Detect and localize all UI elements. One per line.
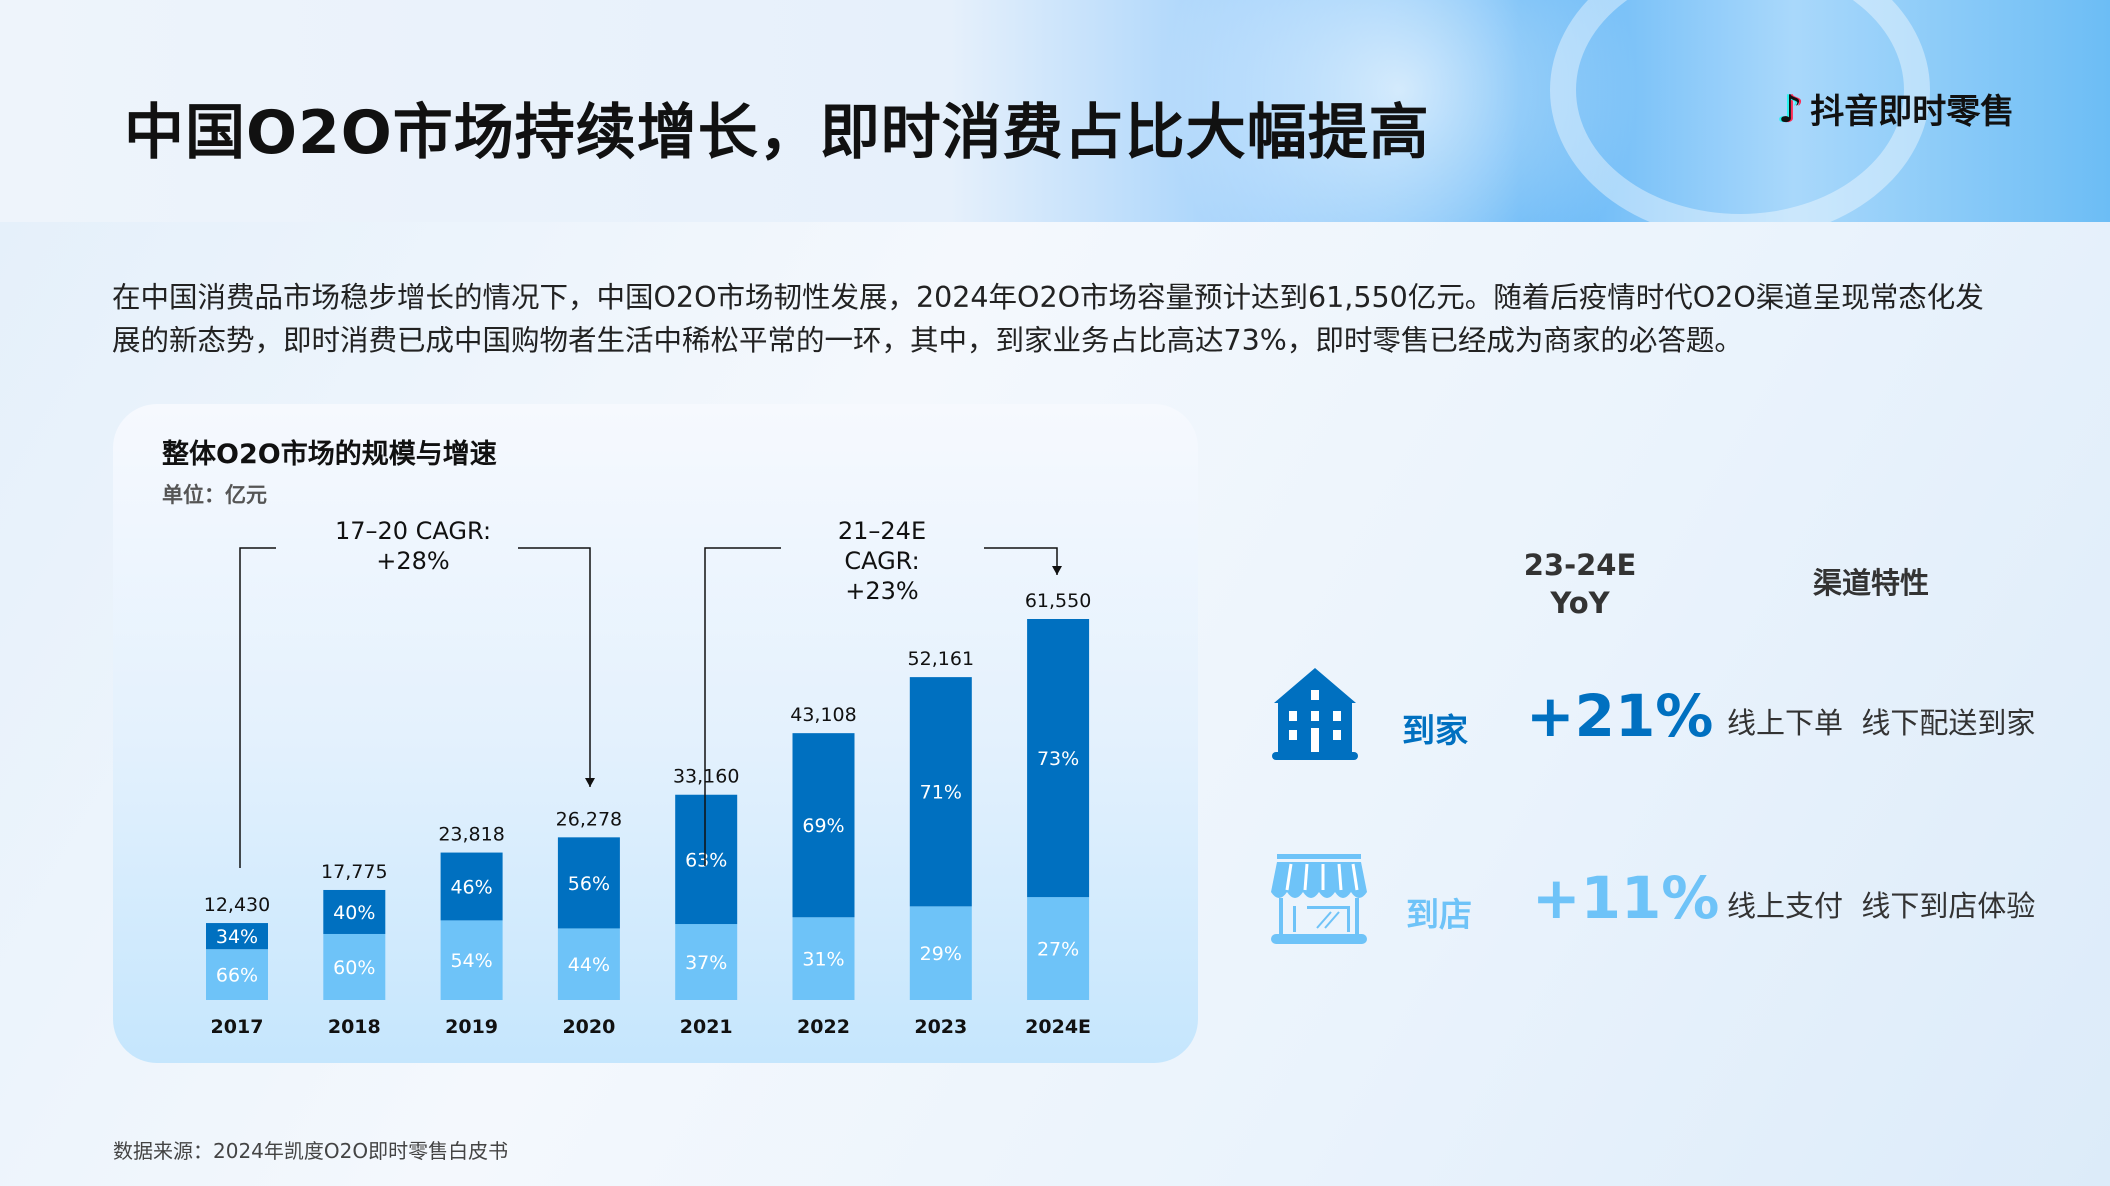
chart-title: 整体O2O市场的规模与增速: [162, 439, 497, 470]
building-icon: [1272, 668, 1358, 760]
arrow-head-icon: [1052, 566, 1062, 575]
bar-segment: [557, 837, 620, 929]
x-tick-label: 2017: [211, 1016, 264, 1038]
bar-segment: [909, 677, 972, 907]
bar-total-label: 12,430: [204, 894, 270, 916]
bar-percent-label: 71%: [920, 782, 962, 804]
bar-percent-label: 40%: [333, 902, 375, 924]
annotation-bracket: [984, 547, 1058, 575]
yoy-header: 23-24E YoY: [1500, 546, 1660, 622]
x-tick-label: 2022: [797, 1016, 850, 1038]
tiktok-note-icon: ♪: [1778, 86, 1803, 131]
brand-name: 抖音即时零售: [1810, 92, 2015, 132]
bar-segment: [323, 933, 386, 1000]
storefront-icon: [1271, 854, 1367, 944]
bar-total-label: 33,160: [673, 766, 739, 788]
channel-feature-header: 渠道特性: [1812, 566, 1929, 600]
bar-percent-label: 46%: [450, 876, 492, 898]
bar-percent-label: 29%: [920, 943, 962, 965]
bar-total-label: 26,278: [556, 808, 622, 830]
cagr-annotation-text: +23%: [845, 577, 918, 605]
bar-percent-label: 34%: [216, 926, 258, 948]
bar-segment: [206, 949, 268, 1000]
channel-desc-home: 线上下单 线下配送到家: [1727, 706, 2036, 740]
bar-total-label: 61,550: [1025, 590, 1091, 612]
bar-total-label: 23,818: [438, 824, 504, 846]
bar-percent-label: 54%: [450, 950, 492, 972]
bar-percent-label: 69%: [802, 815, 844, 837]
yoy-value-home: +21%: [1526, 682, 1714, 750]
arrow-head-icon: [585, 778, 595, 787]
channel-desc-store: 线上支付 线下到店体验: [1727, 889, 2036, 923]
bar-segment: [675, 794, 738, 925]
bar-percent-label: 56%: [568, 873, 610, 895]
bar-total-label: 17,775: [321, 861, 387, 883]
x-tick-label: 2019: [445, 1016, 498, 1038]
cagr-annotation-text: +28%: [376, 547, 449, 575]
intro-paragraph: 在中国消费品市场稳步增长的情况下，中国O2O市场韧性发展，2024年O2O市场容…: [112, 281, 1984, 357]
bar-percent-label: 27%: [1037, 939, 1079, 961]
annotation-bracket: [239, 547, 276, 868]
x-tick-label: 2021: [680, 1016, 733, 1038]
cagr-annotation-text: CAGR:: [844, 547, 919, 575]
channel-name-store: 到店: [1406, 895, 1472, 934]
yoy-value-store: +11%: [1532, 864, 1720, 932]
chart-unit: 单位：亿元: [162, 483, 267, 507]
chart-panel: [113, 404, 1198, 1063]
annotation-bracket: [518, 547, 591, 787]
bar-segment: [675, 924, 738, 1000]
header-banner: [0, 0, 2110, 222]
bar-segment: [1027, 897, 1090, 1000]
bar-segment: [440, 920, 503, 1000]
x-tick-label: 2018: [328, 1016, 381, 1038]
bar-segment: [440, 852, 503, 921]
bar-percent-label: 73%: [1037, 748, 1079, 770]
x-tick-label: 2024E: [1025, 1016, 1091, 1038]
annotation-bracket: [704, 547, 781, 866]
brand-logo: ♪ 抖音即时零售: [1778, 84, 2014, 133]
bar-segment: [206, 923, 268, 950]
bar-segment: [909, 906, 972, 1000]
x-tick-label: 2020: [562, 1016, 615, 1038]
bar-segment: [323, 889, 386, 934]
yoy-header-line: YoY: [1550, 586, 1610, 620]
bar-total-label: 43,108: [790, 704, 856, 726]
yoy-header-line: 23-24E: [1523, 548, 1637, 582]
bar-percent-label: 37%: [685, 952, 727, 974]
data-source-note: 数据来源：2024年凯度O2O即时零售白皮书: [113, 1139, 509, 1163]
bar-percent-label: 31%: [802, 949, 844, 971]
cagr-annotation-text: 17–20 CAGR:: [335, 517, 491, 545]
bar-segment: [792, 917, 855, 1000]
page-title: 中国O2O市场持续增长，即时消费占比大幅提高: [124, 98, 1430, 168]
bar-percent-label: 44%: [568, 954, 610, 976]
channel-name-home: 到家: [1402, 711, 1468, 750]
x-tick-label: 2023: [914, 1016, 967, 1038]
bar-percent-label: 63%: [685, 849, 727, 871]
bar-segment: [557, 928, 620, 1000]
cagr-annotation-text: 21–24E: [838, 517, 926, 545]
bar-percent-label: 60%: [333, 957, 375, 979]
bar-total-label: 52,161: [908, 648, 974, 670]
bar-percent-label: 66%: [216, 965, 258, 987]
bar-segment: [792, 733, 855, 918]
bar-segment: [1027, 619, 1090, 898]
